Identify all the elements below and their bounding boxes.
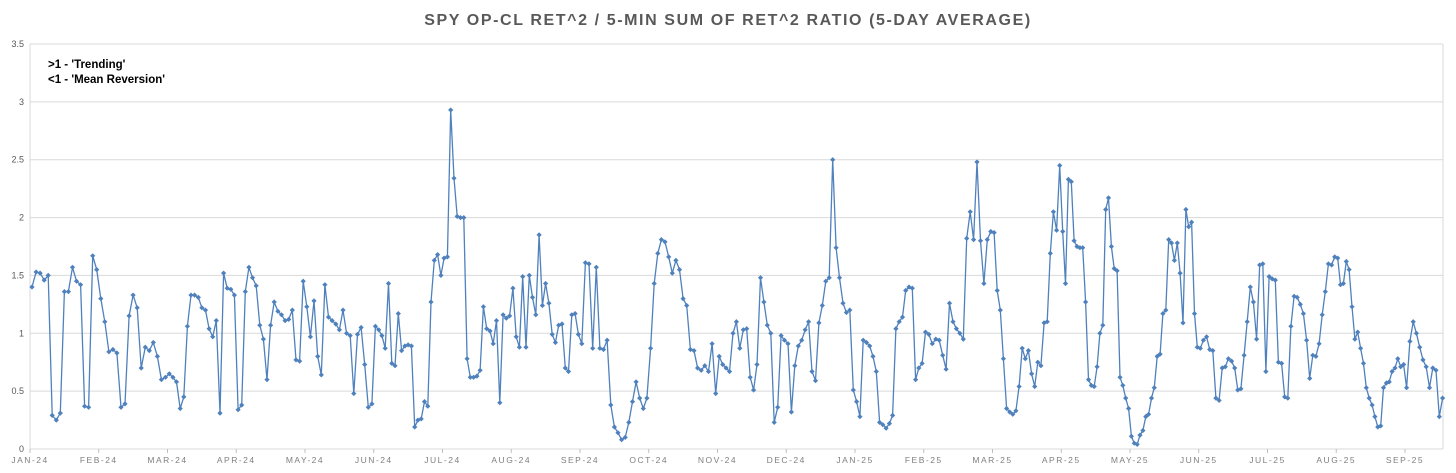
svg-text:3: 3 xyxy=(19,97,24,107)
annotation-trending: >1 - 'Trending' xyxy=(48,59,126,71)
svg-text:MAR-24: MAR-24 xyxy=(147,455,187,465)
svg-text:DEC-24: DEC-24 xyxy=(767,455,806,465)
svg-text:JUN-25: JUN-25 xyxy=(1180,455,1218,465)
svg-text:JUN-24: JUN-24 xyxy=(355,455,393,465)
svg-text:AUG-24: AUG-24 xyxy=(491,455,531,465)
svg-text:0: 0 xyxy=(19,444,24,454)
chart-title: SPY OP-CL RET^2 / 5-MIN SUM OF RET^2 RAT… xyxy=(424,12,1032,29)
plot-border xyxy=(29,44,1444,449)
svg-text:JUL-25: JUL-25 xyxy=(1249,455,1285,465)
svg-text:JAN-24: JAN-24 xyxy=(11,455,48,465)
svg-text:JAN-25: JAN-25 xyxy=(836,455,873,465)
svg-text:2.5: 2.5 xyxy=(11,155,24,165)
svg-text:JUL-24: JUL-24 xyxy=(424,455,460,465)
svg-text:NOV-24: NOV-24 xyxy=(698,455,737,465)
annotation-mean-reversion: <1 - 'Mean Reversion' xyxy=(48,74,165,86)
svg-text:1: 1 xyxy=(19,328,24,338)
x-axis-tick-labels: JAN-24 FEB-24 MAR-24 APR-24 MAY-24 JUN-24 JUL-… xyxy=(11,455,1424,465)
x-axis-ticks xyxy=(29,449,1406,453)
svg-text:FEB-24: FEB-24 xyxy=(80,455,118,465)
y-gridlines xyxy=(30,43,1443,450)
threshold-annotation: >1 - 'Trending' <1 - 'Mean Reversion' xyxy=(48,58,165,88)
svg-text:2: 2 xyxy=(19,213,24,223)
svg-text:3.5: 3.5 xyxy=(11,39,24,49)
svg-text:OCT-24: OCT-24 xyxy=(629,455,668,465)
y-axis-tick-labels: 0 0.5 1 1.5 2 2.5 3 3.5 xyxy=(11,39,24,454)
svg-text:FEB-25: FEB-25 xyxy=(905,455,943,465)
svg-text:APR-24: APR-24 xyxy=(217,455,256,465)
svg-text:0.5: 0.5 xyxy=(11,386,24,396)
svg-text:MAY-25: MAY-25 xyxy=(1111,455,1149,465)
svg-text:MAY-24: MAY-24 xyxy=(286,455,324,465)
svg-text:SEP-25: SEP-25 xyxy=(1386,455,1424,465)
svg-text:SEP-24: SEP-24 xyxy=(561,455,599,465)
svg-text:1.5: 1.5 xyxy=(11,270,24,280)
svg-text:APR-25: APR-25 xyxy=(1042,455,1081,465)
svg-text:MAR-25: MAR-25 xyxy=(972,455,1012,465)
svg-text:AUG-25: AUG-25 xyxy=(1316,455,1356,465)
